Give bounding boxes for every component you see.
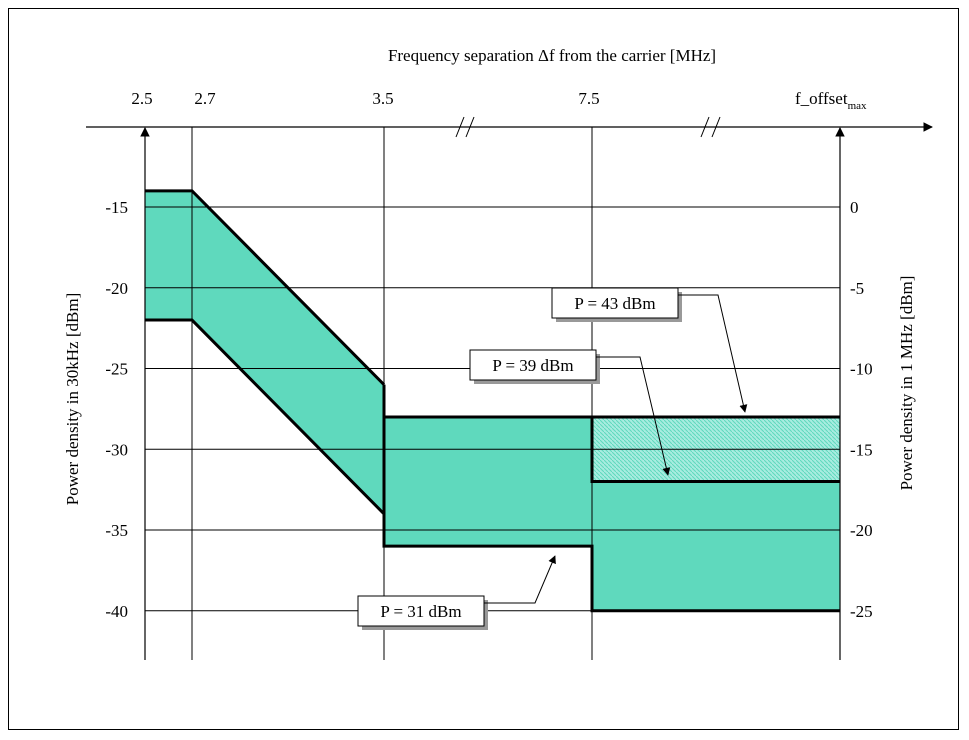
callout-label: P = 39 dBm [492, 356, 573, 375]
series-line-upper-slope [145, 189, 386, 386]
x-tick-label-fmax: f_offsetmax [795, 89, 867, 112]
axis-break-mark [711, 116, 721, 138]
y-tick-label-left: -15 [105, 198, 128, 217]
y-axis-label-right: Power density in 1 MHz [dBm] [897, 276, 916, 491]
fill-layer [145, 190, 840, 611]
series-layer [145, 189, 840, 613]
chart-title: Frequency separation Δf from the carrier… [388, 46, 716, 65]
x-tick-label: 3.5 [372, 89, 393, 108]
tick-layer: 2.5 2.7 3.5 7.5 -15 -20 -25 -30 -35 -40 0 -5 -10 -15 -… [105, 89, 872, 621]
x-tick-label: 2.7 [194, 89, 216, 108]
y-tick-label-left: -40 [105, 602, 128, 621]
callout-box [469, 349, 597, 381]
band-fill-main [145, 190, 840, 611]
callout-leader [484, 555, 556, 604]
y-tick-label-right: 0 [850, 198, 859, 217]
callout-label: P = 31 dBm [380, 602, 461, 621]
callout-leader [678, 294, 748, 413]
y-axis-label-left: Power density in 30kHz [dBm] [63, 293, 82, 505]
axes-layer [86, 116, 933, 660]
axis-break-mark [465, 116, 475, 138]
y-tick-label-right: -10 [850, 360, 873, 379]
callout-box [551, 287, 679, 319]
callout-label: P = 43 dBm [574, 294, 655, 313]
callout-layer: P = 43 dBm P = 39 dBm P = 31 dBm [357, 287, 748, 630]
callout-leader [596, 356, 671, 476]
y-tick-label-right: -25 [850, 602, 873, 621]
y-tick-label-right: -20 [850, 521, 873, 540]
y-tick-label-right: -15 [850, 440, 873, 459]
x-tick-label: 7.5 [578, 89, 599, 108]
x-tick-label: 2.5 [131, 89, 152, 108]
callout-box [357, 595, 485, 627]
y-tick-label-left: -25 [105, 360, 128, 379]
svg-text:f_offsetmax: f_offsetmax [795, 89, 867, 112]
y-tick-label-left: -35 [105, 521, 128, 540]
y-tick-label-left: -30 [105, 440, 128, 459]
y-tick-label-right: -5 [850, 279, 864, 298]
axis-break-mark [700, 116, 710, 138]
axis-break-mark [455, 116, 465, 138]
series-line-p39 [590, 416, 840, 484]
y-tick-label-left: -20 [105, 279, 128, 298]
